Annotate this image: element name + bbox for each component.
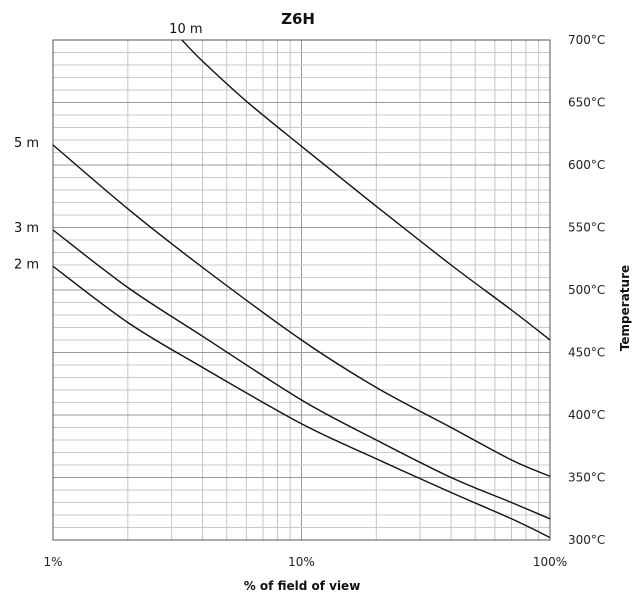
- y-tick-label: 600°C: [568, 158, 605, 172]
- series-label: 3 m: [14, 221, 39, 236]
- x-tick-label: 10%: [288, 555, 315, 569]
- series-label: 10 m: [169, 22, 202, 37]
- series-line: [52, 144, 551, 477]
- y-tick-label: 450°C: [568, 346, 605, 360]
- series-line: [52, 229, 551, 520]
- x-tick-labels: 1% 10% 100%: [43, 555, 567, 569]
- y-tick-label: 300°C: [568, 533, 605, 547]
- x-axis-label: % of field of view: [244, 579, 361, 593]
- series-labels: 10 m 5 m 3 m 2 m: [14, 22, 203, 272]
- y-tick-labels: 300°C 350°C 400°C 450°C 500°C 550°C 600°C 650°C…: [568, 33, 605, 547]
- y-axis-label: Temperature: [618, 265, 632, 351]
- series-line: [52, 265, 551, 539]
- grid-lines: [52, 39, 551, 541]
- x-tick-label: 100%: [533, 555, 567, 569]
- plot-frame: [52, 39, 551, 541]
- series-label: 2 m: [14, 257, 39, 272]
- chart-title: Z6H: [281, 10, 315, 28]
- series-group: [52, 39, 551, 539]
- series-label: 5 m: [14, 136, 39, 151]
- y-tick-label: 500°C: [568, 283, 605, 297]
- y-tick-label: 400°C: [568, 408, 605, 422]
- y-tick-label: 350°C: [568, 471, 605, 485]
- y-tick-label: 550°C: [568, 221, 605, 235]
- y-tick-label: 650°C: [568, 96, 605, 110]
- series-line: [181, 39, 551, 341]
- x-tick-label: 1%: [43, 555, 62, 569]
- y-tick-label: 700°C: [568, 33, 605, 47]
